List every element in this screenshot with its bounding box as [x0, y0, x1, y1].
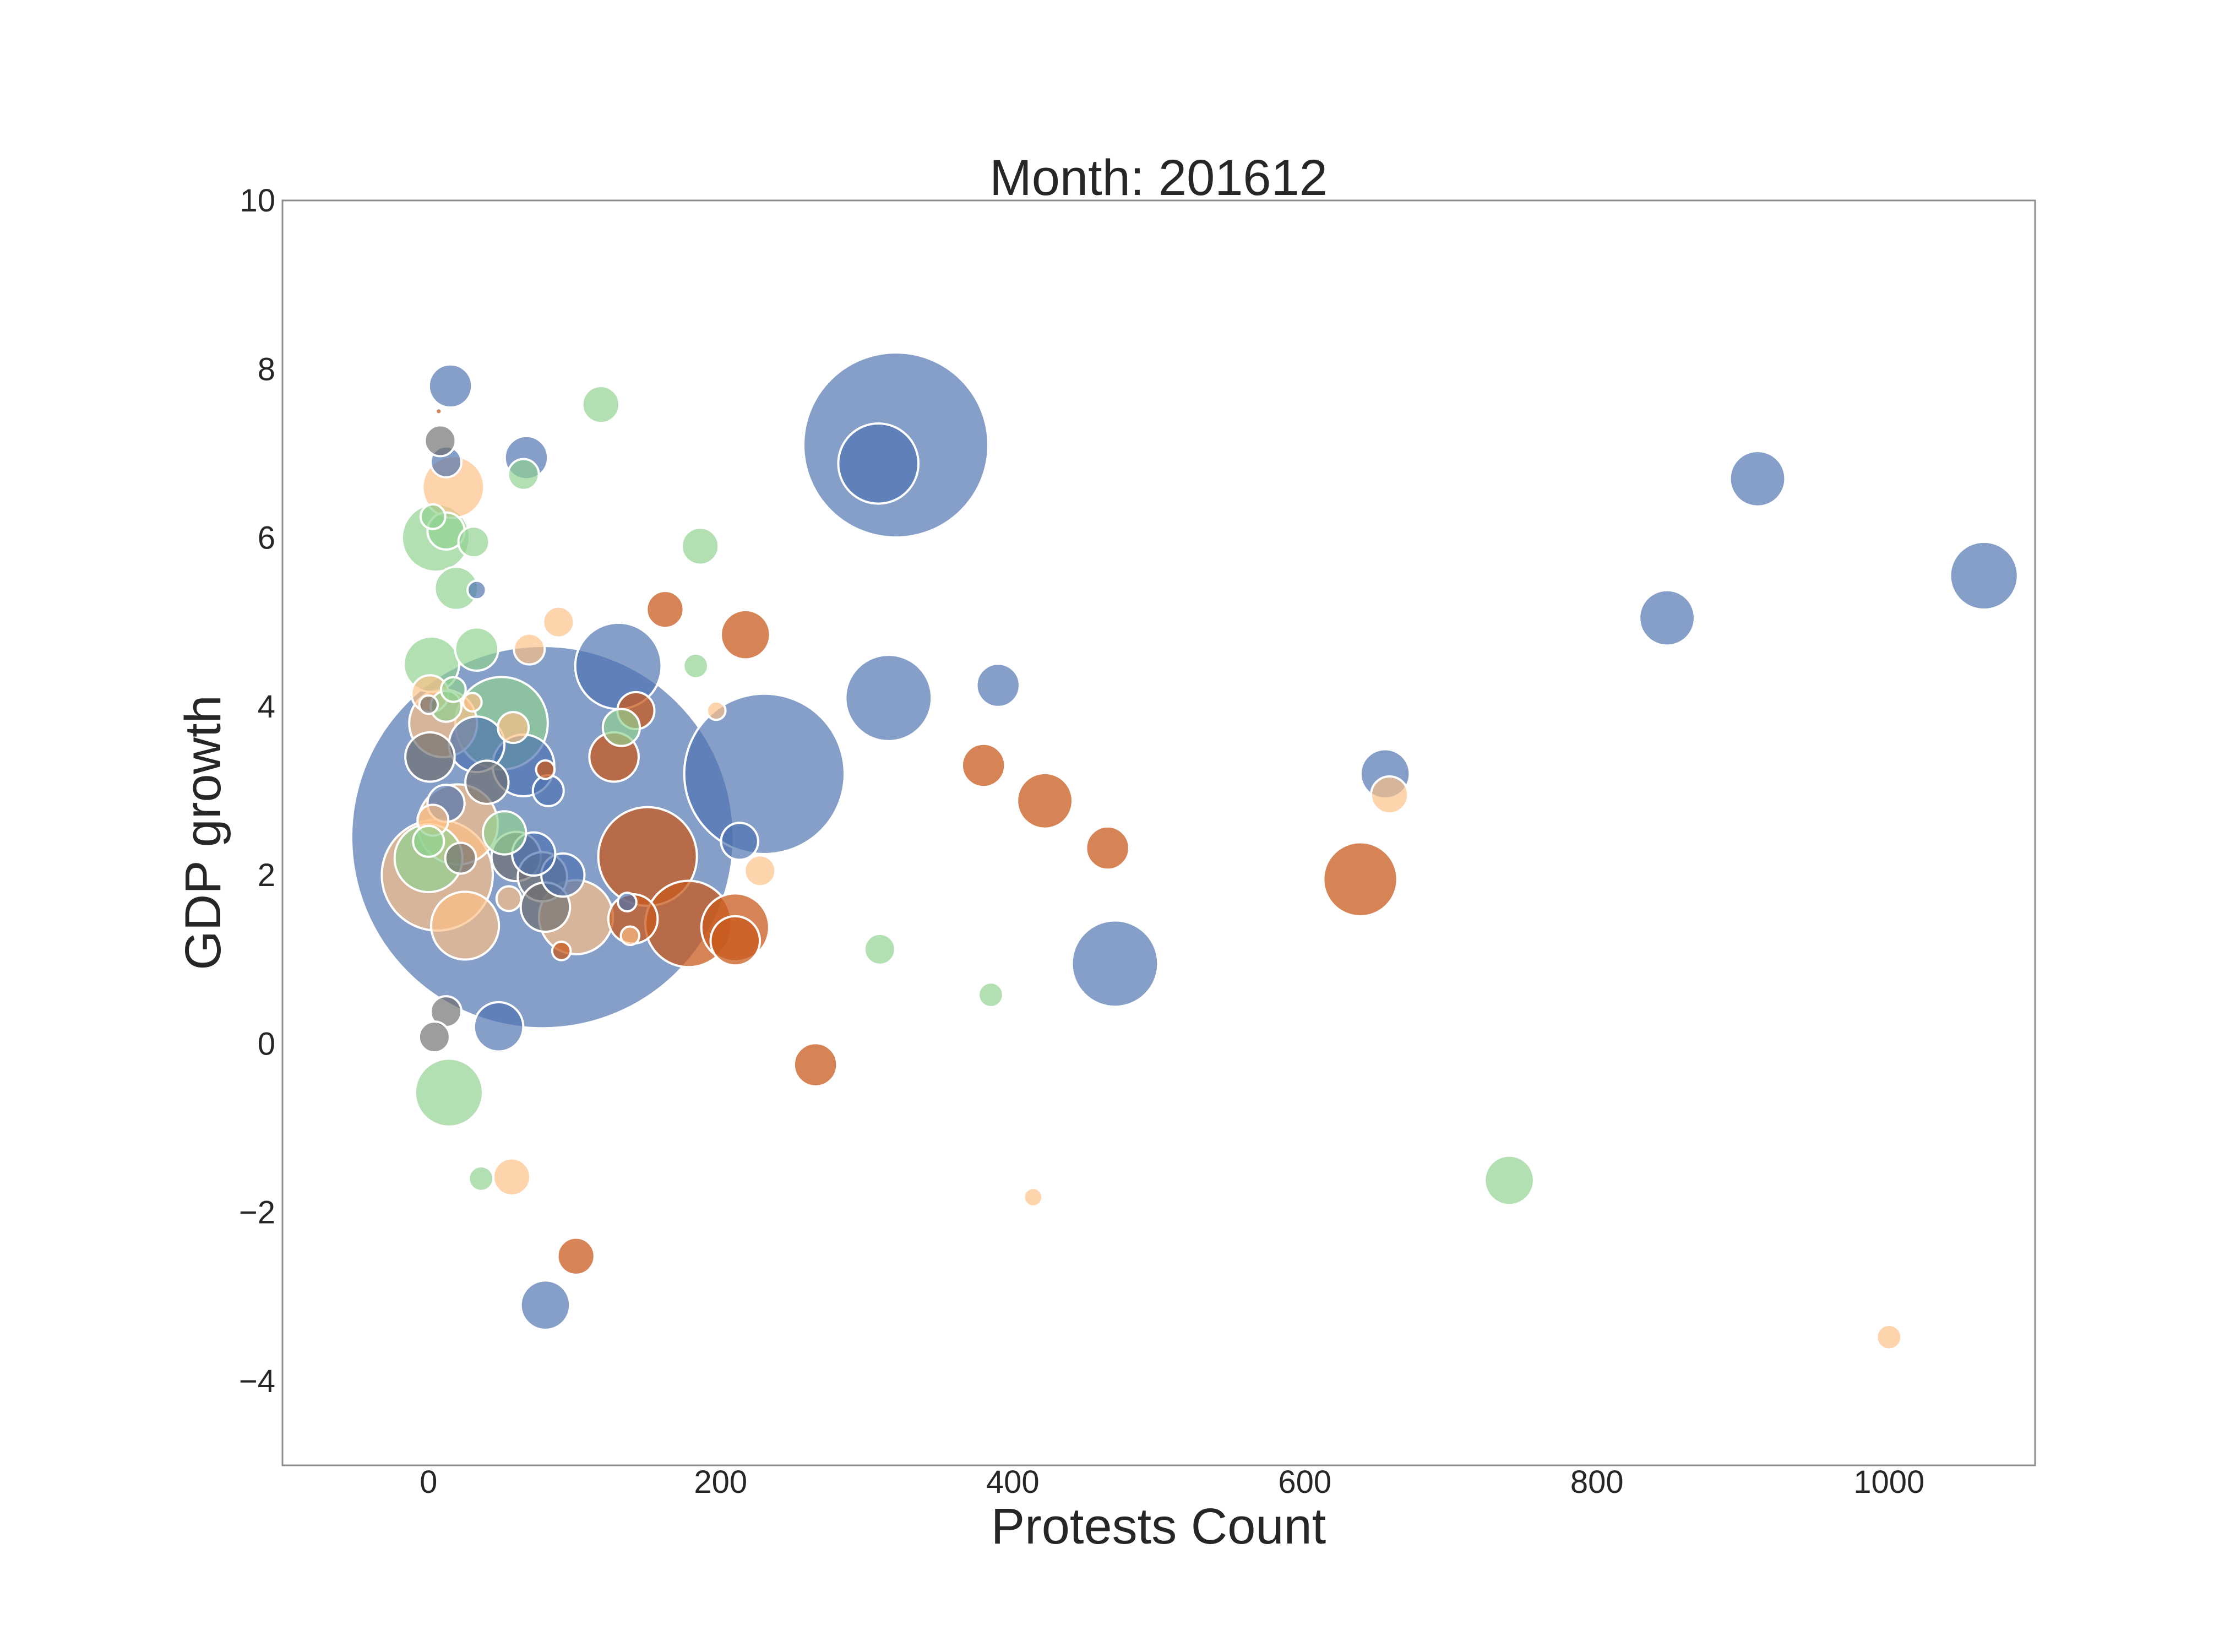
bubble-point: [863, 932, 896, 966]
y-tick-label: 2: [258, 857, 275, 893]
x-tick-label: 0: [420, 1464, 437, 1500]
bubble-point: [464, 759, 510, 805]
bubble-point: [681, 526, 720, 566]
y-tick-label: 8: [258, 351, 275, 387]
bubble-point: [1085, 825, 1130, 871]
bubble-point: [492, 1157, 532, 1197]
bubble-point: [462, 692, 483, 713]
bubble-point: [439, 676, 467, 703]
bubble-point: [1369, 775, 1410, 815]
bubble-point: [837, 422, 920, 505]
bubble-point: [472, 1001, 525, 1053]
bubble-point: [682, 652, 710, 680]
bubble-point: [1638, 589, 1696, 647]
bubble-point: [792, 1042, 839, 1088]
bubble-point: [542, 605, 575, 639]
bubble-point: [414, 1057, 484, 1128]
chart-title: Month: 201612: [989, 150, 1328, 206]
y-tick-label: 6: [258, 520, 275, 556]
bubble-point: [743, 854, 777, 888]
bubble-point: [720, 608, 771, 661]
x-axis-ticks: 0 200 400 600 800 1000: [420, 1464, 1924, 1500]
y-tick-label: −2: [239, 1195, 275, 1231]
bubble-point: [412, 824, 445, 858]
bubble-point: [457, 525, 491, 559]
bubble-point: [1322, 841, 1399, 917]
bubble-point: [481, 810, 527, 856]
bubble-point: [444, 841, 477, 875]
bubble-point: [720, 822, 759, 861]
bubble-point: [551, 941, 572, 961]
bubble-point: [507, 458, 540, 491]
bubble-point: [434, 407, 443, 416]
bubble-point: [844, 654, 933, 742]
bubble-point: [961, 742, 1007, 789]
y-axis-ticks: −4 −2 0 2 4 6 8 10: [239, 183, 275, 1399]
x-tick-label: 800: [1570, 1464, 1624, 1500]
bubble-point: [1949, 540, 2019, 611]
bubble-point: [705, 700, 727, 721]
y-tick-label: −4: [239, 1363, 275, 1399]
bubble-point: [683, 692, 846, 855]
bubble-point: [467, 1165, 495, 1192]
bubble-point: [1728, 449, 1787, 508]
bubble-point: [427, 363, 474, 409]
x-tick-label: 200: [694, 1464, 747, 1500]
plot-frame: [281, 199, 2036, 1466]
bubble-point: [581, 384, 621, 425]
y-tick-label: 0: [258, 1026, 275, 1062]
bubble-point: [619, 925, 641, 947]
bubble-point: [495, 885, 523, 912]
bubble-point: [1483, 1154, 1535, 1207]
bubble-point: [519, 1279, 572, 1331]
y-tick-label: 4: [258, 689, 275, 725]
bubble-point: [645, 590, 685, 629]
x-tick-label: 600: [1278, 1464, 1331, 1500]
bubble-point: [466, 579, 487, 601]
bubble-point: [531, 774, 565, 807]
y-tick-label: 10: [240, 183, 275, 219]
y-axis-title: GDP growth: [175, 695, 231, 970]
bubbles-layer: [350, 351, 2019, 1351]
bubble-point: [454, 626, 499, 672]
bubble-point: [404, 731, 456, 783]
bubble-point: [418, 694, 439, 715]
bubble-point: [1070, 919, 1160, 1008]
bubble-point: [975, 662, 1021, 708]
x-axis-title: Protests Count: [991, 1498, 1326, 1555]
bubble-point: [977, 981, 1004, 1008]
bubble-point: [617, 892, 638, 912]
x-tick-label: 400: [986, 1464, 1040, 1500]
bubble-point: [417, 1020, 451, 1054]
bubble-point: [601, 708, 641, 747]
bubble-point: [1875, 1323, 1903, 1351]
bubble-point: [1016, 771, 1074, 830]
bubble-point: [513, 632, 546, 666]
bubble-point: [497, 711, 530, 745]
bubble-point: [1022, 1187, 1044, 1208]
bubble-point: [535, 759, 556, 780]
x-tick-label: 1000: [1853, 1464, 1924, 1500]
bubble-point: [709, 915, 762, 967]
bubble-point: [429, 890, 501, 961]
bubble-point: [556, 1236, 596, 1276]
bubble-point: [423, 424, 457, 458]
bubble-point: [419, 503, 447, 530]
